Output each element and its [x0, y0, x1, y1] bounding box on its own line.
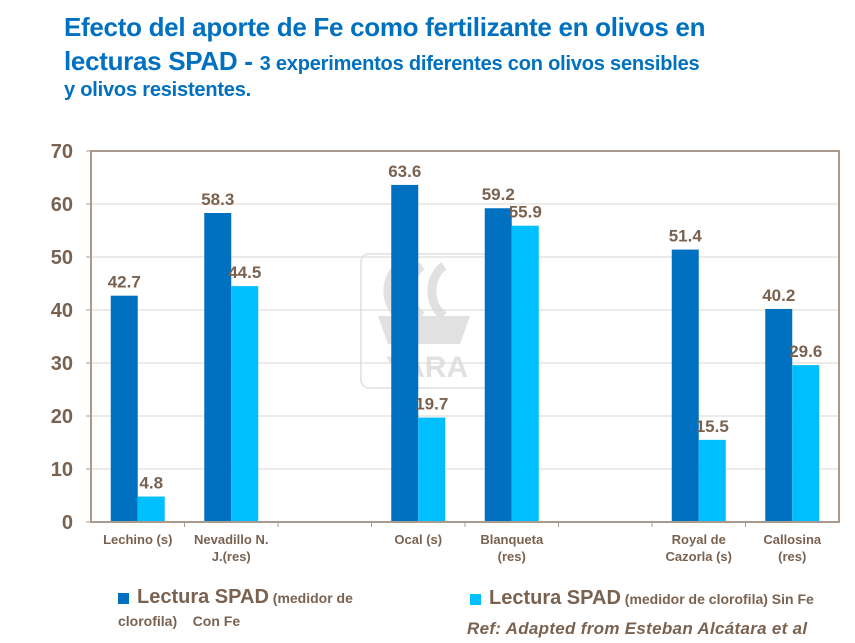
bar-con-fe [765, 308, 793, 522]
bar-sin-fe [511, 225, 539, 523]
axes: 0 10 20 30 40 50 60 70 Lechino (s) Nevadillo N. J.… [51, 141, 840, 564]
y-tick-label: 60 [51, 194, 73, 216]
data-label: 55.9 [509, 203, 542, 222]
data-label: 44.5 [228, 263, 261, 282]
y-tick-label: 30 [51, 353, 73, 375]
title-subtitle: 3 experimentos diferentes con olivos sen… [259, 53, 700, 75]
legend-label-detail: (medidor de clorofila) Sin Fe [620, 591, 814, 607]
legend-item-con-fe: Lectura SPAD (medidor de clorofila) Con … [118, 586, 378, 633]
chart-title: Efecto del aporte de Fe como fertilizant… [64, 10, 844, 102]
bar-sin-fe [137, 496, 165, 522]
title-line-2: lecturas SPAD - [64, 46, 260, 76]
legend-item-sin-fe: Lectura SPAD (medidor de clorofila) Sin … [470, 587, 850, 610]
y-tick-label: 10 [51, 459, 73, 481]
data-label: 58.3 [201, 190, 234, 209]
legend-label-main: Lectura SPAD [489, 587, 621, 609]
legend-label-detail: (medidor de [268, 590, 353, 606]
bar-sin-fe [698, 439, 726, 522]
reference-note: Ref: Adapted from Esteban Alcátara et al [467, 619, 808, 638]
legend-swatch-con-fe [118, 593, 129, 605]
data-label: 40.2 [762, 286, 795, 305]
bar-sin-fe [231, 286, 259, 522]
x-category-label: (res) [498, 549, 526, 564]
legend-label-main: Lectura SPAD [137, 586, 269, 608]
x-category-label: Royal de [672, 532, 726, 547]
data-label: 19.7 [415, 395, 448, 414]
x-category-label: Blanqueta [480, 532, 544, 547]
x-category-label: Nevadillo N. [194, 532, 268, 547]
x-category-label: J.(res) [212, 549, 251, 564]
data-label: 29.6 [789, 342, 822, 361]
x-category-label: (res) [778, 549, 806, 564]
x-category-label: Callosina [763, 532, 822, 547]
bar-con-fe [204, 213, 232, 522]
data-label: 42.7 [108, 273, 141, 292]
watermark-sail-3 [427, 262, 447, 320]
data-label: 59.2 [482, 185, 515, 204]
y-tick-label: 20 [51, 406, 73, 428]
x-category-label: Ocal (s) [394, 532, 442, 547]
bar-con-fe [110, 295, 138, 522]
data-label: 63.6 [388, 162, 421, 181]
title-line-3: y olivos resistentes. [64, 79, 252, 101]
data-label: 15.5 [696, 417, 729, 436]
x-category-label: Cazorla (s) [666, 549, 732, 564]
legend-swatch-sin-fe [470, 594, 481, 606]
y-tick-label: 0 [62, 512, 73, 534]
bar-con-fe [671, 249, 699, 522]
bar-sin-fe [418, 417, 446, 522]
data-label: 51.4 [669, 227, 703, 246]
data-labels: 42.7 58.3 63.6 59.2 51.4 40.2 4.8 44.5 19.7 55.9 1… [108, 162, 823, 493]
bar-con-fe [484, 208, 512, 523]
bar-sin-fe [792, 365, 820, 522]
x-category-label: Lechino (s) [103, 532, 172, 547]
y-tick-label: 50 [51, 247, 73, 269]
bar-con-fe [391, 184, 419, 523]
data-label: 4.8 [139, 474, 163, 493]
yara-watermark: YARA [360, 253, 495, 389]
bars [110, 184, 820, 523]
legend-label-detail-2: clorofila) Con Fe [118, 613, 241, 629]
y-tick-label: 70 [51, 141, 73, 163]
y-tick-label: 40 [51, 300, 73, 322]
title-line-1: Efecto del aporte de Fe como fertilizant… [64, 12, 706, 42]
